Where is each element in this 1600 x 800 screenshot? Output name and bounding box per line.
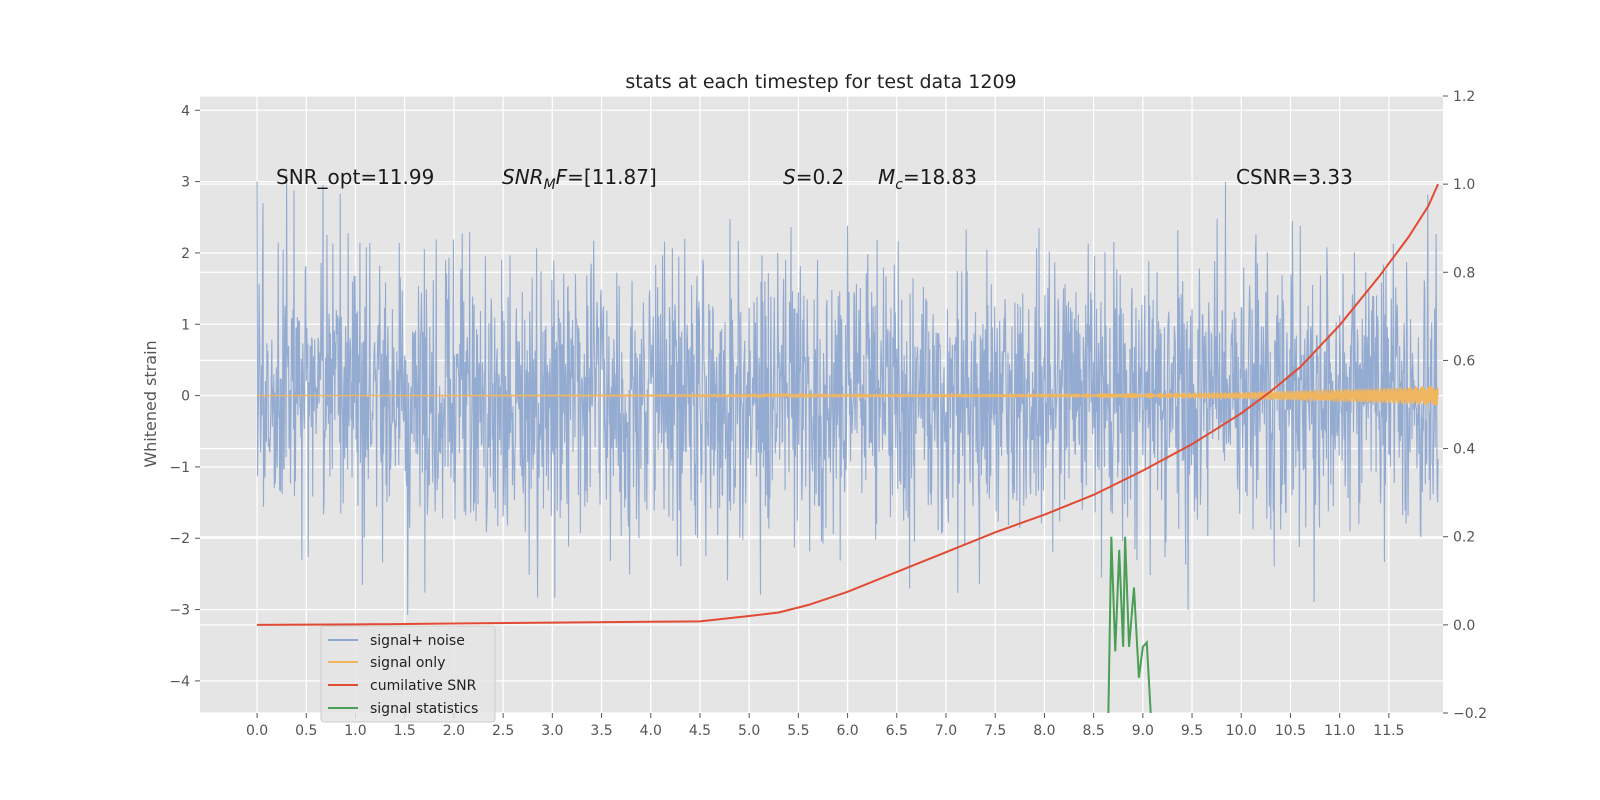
- legend-label-cumulative-snr: cumilative SNR: [370, 678, 477, 694]
- snr-mf-sub: M: [544, 177, 556, 193]
- series-signal-noise: [256, 174, 1439, 615]
- annotation-snr-opt: SNR_opt=11.99: [276, 165, 434, 189]
- x-tick-label: 5.0: [738, 723, 760, 739]
- x-tick-label: 9.5: [1181, 723, 1203, 739]
- snr-mf-var2: F: [556, 165, 568, 189]
- x-tick-label: 1.0: [344, 723, 366, 739]
- x-tick-label: 2.5: [492, 723, 514, 739]
- x-tick-label: 5.5: [787, 723, 809, 739]
- legend-label-signal-statistics: signal statistics: [370, 701, 478, 717]
- s-var: S: [783, 165, 796, 189]
- y-tick-label-left: 0: [181, 389, 190, 405]
- mc-var: M: [878, 165, 895, 189]
- y-tick-label-left: 1: [181, 317, 190, 333]
- snr-mf-var: SNR: [502, 165, 544, 189]
- annotation-csnr: CSNR=3.33: [1236, 165, 1353, 189]
- x-tick-label: 3.0: [541, 723, 563, 739]
- y-tick-label-left: −4: [169, 674, 190, 690]
- y-tick-label-left: 3: [181, 175, 190, 191]
- y-axis-left: 4 3 2 1 0 −1 −2 −3 −4: [169, 103, 200, 690]
- legend-label-signal-noise: signal+ noise: [370, 633, 465, 649]
- y-tick-label-right: 0.6: [1453, 353, 1475, 369]
- x-tick-label: 1.5: [394, 723, 416, 739]
- y-tick-label-right: 0.8: [1453, 265, 1475, 281]
- y-tick-label-right: 1.2: [1453, 89, 1475, 105]
- y-tick-label-right: 1.0: [1453, 177, 1475, 193]
- x-tick-label: 7.5: [984, 723, 1006, 739]
- y-tick-label-left: −3: [169, 603, 190, 619]
- x-tick-label: 10.0: [1226, 723, 1257, 739]
- x-tick-label: 6.5: [886, 723, 908, 739]
- series-signal-noise-line: [256, 174, 1439, 615]
- x-tick-label: 3.5: [590, 723, 612, 739]
- x-tick-label: 6.0: [836, 723, 858, 739]
- legend-box: [320, 625, 496, 723]
- s-value: =0.2: [796, 165, 845, 189]
- y-tick-label-right: 0.4: [1453, 442, 1475, 458]
- y-axis-title: Whitened strain: [141, 340, 160, 467]
- y-tick-label-left: −2: [169, 531, 190, 547]
- series-signal-statistics-line: [1107, 536, 1152, 714]
- x-tick-label: 10.5: [1275, 723, 1306, 739]
- x-tick-label: 4.0: [640, 723, 662, 739]
- x-tick-label: 7.0: [935, 723, 957, 739]
- series-signal-only: [256, 385, 1439, 406]
- x-tick-label: 8.5: [1082, 723, 1104, 739]
- annotation-s: S=0.2: [783, 165, 844, 189]
- x-tick-label: 11.0: [1324, 723, 1355, 739]
- y-tick-label-right: −0.2: [1453, 706, 1487, 722]
- x-tick-label: 9.0: [1132, 723, 1154, 739]
- x-tick-label: 4.5: [689, 723, 711, 739]
- snr-mf-value: =[11.87]: [567, 165, 657, 189]
- y-axis-right: 1.2 1.0 0.8 0.6 0.4 0.2 0.0 −0.2: [1443, 89, 1487, 722]
- legend-label-signal-only: signal only: [370, 655, 445, 671]
- y-tick-label-left: 2: [181, 246, 190, 262]
- series-signal-statistics: [1107, 536, 1152, 714]
- series-signal-only-line: [256, 385, 1439, 406]
- x-tick-label: 2.0: [443, 723, 465, 739]
- x-tick-label: 11.5: [1373, 723, 1404, 739]
- annotation-mc: Mc=18.83: [878, 165, 977, 193]
- x-tick-label: 8.0: [1033, 723, 1055, 739]
- series-cumulative-snr-line: [257, 183, 1439, 626]
- x-tick-label: 0.0: [246, 723, 268, 739]
- mc-value: =18.83: [903, 165, 977, 189]
- y-tick-label-left: 4: [181, 103, 190, 119]
- mc-sub: c: [895, 177, 903, 193]
- series-cumulative-snr: [257, 183, 1439, 626]
- annotation-snr-mf: SNRMF=[11.87]: [502, 165, 657, 193]
- x-axis: 0.0 0.5 1.0 1.5 2.0 2.5 3.0 3.5 4.0 4.5 5.0 5.5 6.0 6…: [246, 713, 1404, 739]
- y-tick-label-right: 0.2: [1453, 530, 1475, 546]
- chart-title: stats at each timestep for test data 120…: [625, 71, 1016, 93]
- x-tick-label: 0.5: [295, 723, 317, 739]
- legend: signal+ noise signal only cumilative SNR…: [320, 625, 496, 723]
- y-tick-label-right: 0.0: [1453, 618, 1475, 634]
- y-tick-label-left: −1: [169, 460, 190, 476]
